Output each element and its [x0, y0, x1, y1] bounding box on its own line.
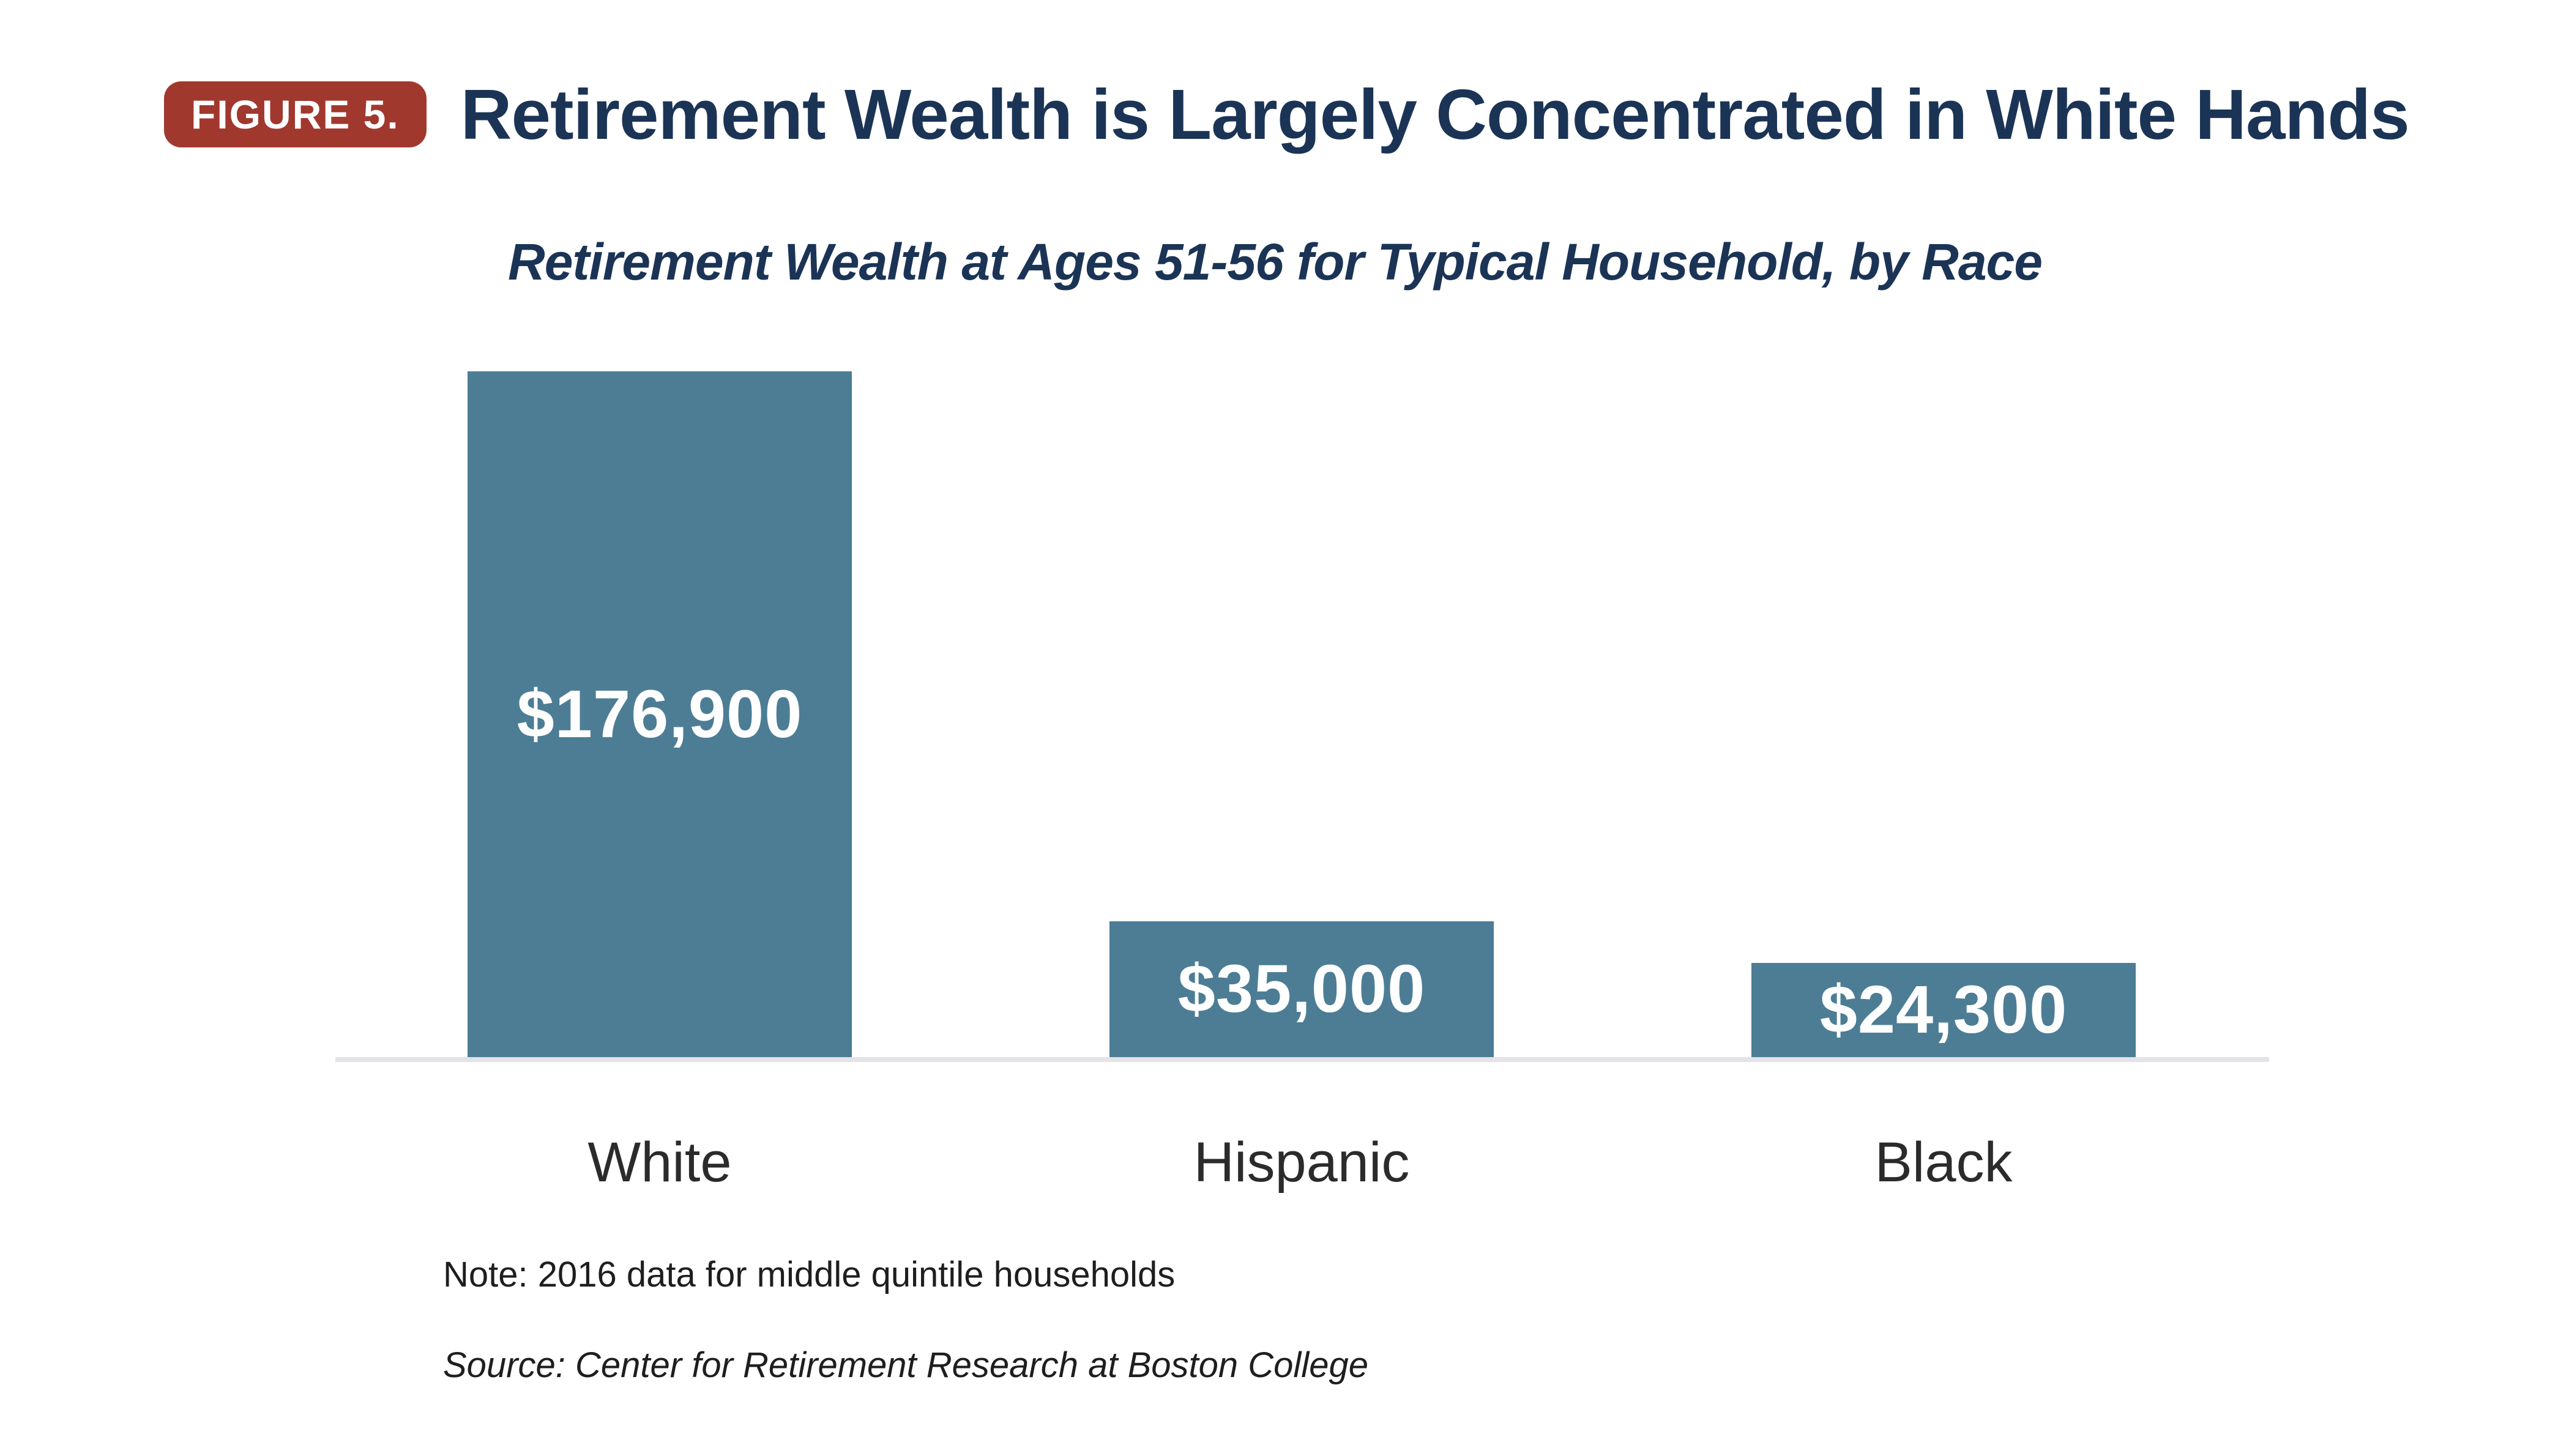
chart-subtitle: Retirement Wealth at Ages 51-56 for Typi… [508, 233, 2043, 291]
note-text: Note: 2016 data for middle quintile hous… [443, 1255, 1176, 1294]
bar-value-label-black: $24,300 [1819, 972, 2068, 1047]
category-label-hispanic: Hispanic [1193, 1131, 1410, 1194]
source-text: Source: Center for Retirement Research a… [443, 1345, 1368, 1385]
category-label-black: Black [1874, 1131, 2013, 1194]
x-axis-line [335, 1057, 2269, 1062]
category-label-white: White [587, 1131, 732, 1194]
bar-value-label-white: $176,900 [516, 676, 803, 752]
bar-hispanic: $35,000 [1109, 921, 1494, 1057]
bar-black: $24,300 [1751, 963, 2136, 1057]
figure-title: Retirement Wealth is Largely Concentrate… [460, 75, 2410, 154]
figure-header: FIGURE 5. Retirement Wealth is Largely C… [164, 73, 2410, 155]
bar-value-label-hispanic: $35,000 [1177, 951, 1426, 1027]
figure-number-badge: FIGURE 5. [164, 81, 427, 147]
bar-white: $176,900 [468, 371, 852, 1057]
